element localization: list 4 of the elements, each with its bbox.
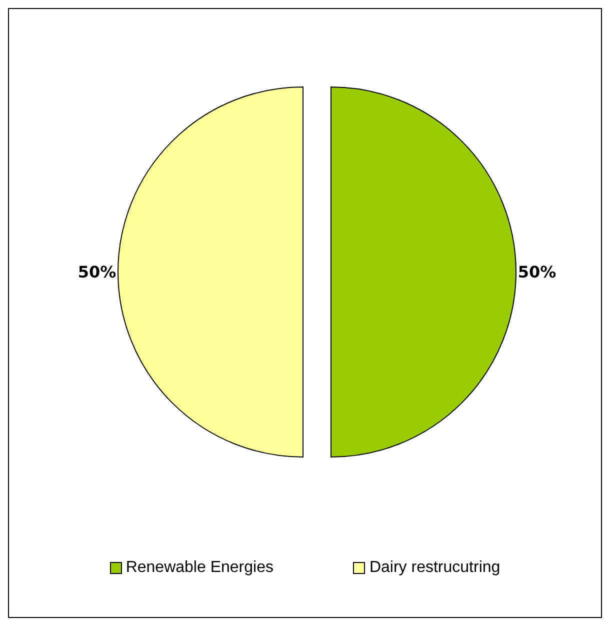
legend-label: Dairy restrucutring — [369, 559, 500, 577]
data-label: 50% — [78, 262, 116, 282]
data-label: 50% — [518, 262, 556, 282]
legend-label: Renewable Energies — [126, 559, 274, 577]
